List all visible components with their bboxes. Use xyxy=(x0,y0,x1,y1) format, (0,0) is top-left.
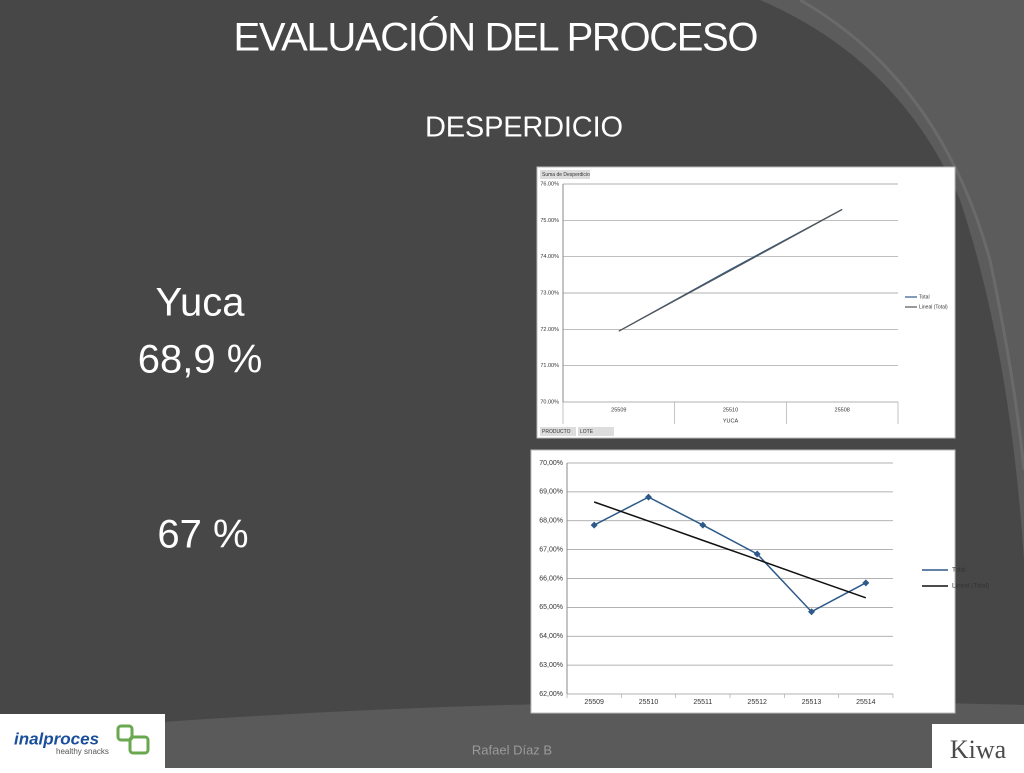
logo-box xyxy=(932,724,1024,768)
x-tick-label: 25514 xyxy=(856,699,876,706)
y-tick-label: 74.00% xyxy=(540,254,559,260)
y-tick-label: 62,00% xyxy=(539,691,563,698)
product-label: Yuca xyxy=(156,281,246,325)
data-point xyxy=(645,493,652,501)
logo-box xyxy=(0,714,165,768)
y-tick-label: 70.00% xyxy=(540,399,559,405)
y-tick-label: 66,00% xyxy=(539,575,563,582)
footer-author: Rafael Díaz B xyxy=(472,742,552,757)
legend-label: Total xyxy=(919,294,930,300)
y-tick-label: 63,00% xyxy=(539,662,563,669)
logo-icon xyxy=(116,724,134,742)
field-button xyxy=(540,170,590,179)
x-tick-label: 25509 xyxy=(584,699,604,706)
series-line xyxy=(593,501,867,599)
x-axis-label: YUCA xyxy=(723,418,739,424)
y-tick-label: 72.00% xyxy=(540,327,559,333)
y-tick-label: 76.00% xyxy=(540,181,559,187)
footer-band xyxy=(0,701,1024,768)
chart-title: Suma de Desperdicio xyxy=(542,172,590,178)
x-tick-label: 25510 xyxy=(639,699,659,706)
data-point xyxy=(699,521,707,529)
legend-label: Lineal (Total) xyxy=(952,583,989,590)
slide-subtitle: DESPERDICIO xyxy=(425,112,623,144)
data-point xyxy=(808,608,815,616)
y-tick-label: 71.00% xyxy=(540,363,559,369)
chart-frame xyxy=(536,166,956,439)
series-line xyxy=(618,208,843,332)
logo-tagline: healthy snacks xyxy=(56,747,109,756)
data-point xyxy=(862,579,870,587)
background-curve xyxy=(760,0,1024,560)
y-tick-label: 67,00% xyxy=(539,546,563,553)
y-tick-label: 68,00% xyxy=(539,518,563,525)
x-tick-label: 25513 xyxy=(802,699,822,706)
logo-text: inalproces xyxy=(14,729,99,748)
field-button-label: LOTE xyxy=(580,429,594,435)
field-button-label: PRODUCTO xyxy=(542,429,571,435)
data-point xyxy=(590,521,598,529)
legend-label: Lineal (Total) xyxy=(919,304,948,310)
product-value: 68,9 % xyxy=(138,338,263,382)
x-tick-label: 25509 xyxy=(611,407,626,413)
y-tick-label: 75.00% xyxy=(540,218,559,224)
y-tick-label: 73.00% xyxy=(540,290,559,296)
legend-label: Total xyxy=(952,567,966,574)
series-line xyxy=(593,496,867,613)
background-curve xyxy=(799,0,1024,471)
field-button xyxy=(540,427,576,436)
y-tick-label: 65,00% xyxy=(539,604,563,611)
logo-text: Kiwa xyxy=(950,735,1007,764)
product-value: 67 % xyxy=(157,513,248,557)
y-tick-label: 64,00% xyxy=(539,633,563,640)
field-button xyxy=(578,427,614,436)
x-tick-label: 25508 xyxy=(835,407,850,413)
y-tick-label: 70,00% xyxy=(539,460,563,467)
logo-icon xyxy=(128,735,150,755)
x-tick-label: 25510 xyxy=(723,407,738,413)
x-tick-label: 25511 xyxy=(693,699,712,706)
chart-frame xyxy=(530,449,956,714)
data-point xyxy=(753,550,761,558)
x-tick-label: 25512 xyxy=(747,699,767,706)
slide-title: EVALUACIÓN DEL PROCESO xyxy=(234,15,759,60)
y-tick-label: 69,00% xyxy=(539,489,563,496)
